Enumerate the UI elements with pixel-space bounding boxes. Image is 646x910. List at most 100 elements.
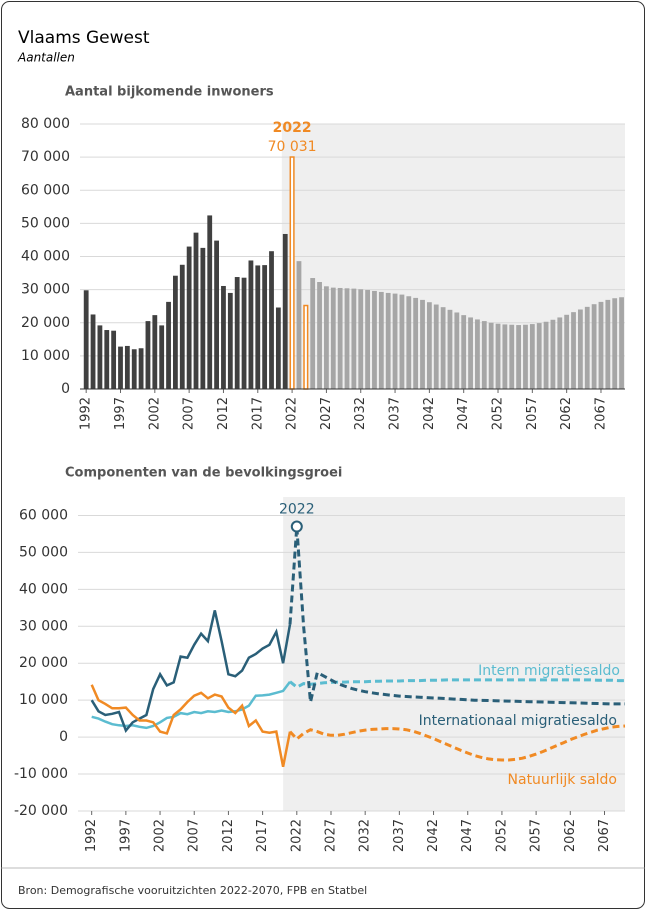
bar xyxy=(536,323,542,389)
bar xyxy=(495,323,501,389)
x-tick-label: 2047 xyxy=(460,819,475,852)
y-tick-label: 60 000 xyxy=(21,182,70,198)
bar xyxy=(344,288,350,389)
y-tick-label: 10 000 xyxy=(19,692,68,708)
x-tick-label: 2052 xyxy=(491,397,506,430)
bar xyxy=(152,315,158,389)
bar xyxy=(337,287,343,389)
bar xyxy=(605,299,611,389)
data-label: 70 031 xyxy=(268,139,317,155)
chart-title: Componenten van de bevolkingsgroei xyxy=(65,466,342,481)
bar xyxy=(200,247,206,389)
bar xyxy=(481,321,487,389)
y-tick-label: -20 000 xyxy=(14,803,68,819)
x-tick-label: 2067 xyxy=(597,819,612,852)
y-tick-label: 20 000 xyxy=(21,315,70,331)
bar xyxy=(612,298,618,389)
bar xyxy=(173,275,178,389)
x-tick-label: 2042 xyxy=(422,397,437,430)
bar xyxy=(406,296,412,389)
bar xyxy=(619,297,624,389)
highlight-marker xyxy=(290,520,303,533)
x-tick-label: 2037 xyxy=(388,397,403,430)
bar xyxy=(509,324,515,389)
bar xyxy=(557,317,563,389)
bar xyxy=(83,290,89,389)
bar xyxy=(598,301,604,389)
y-tick-label: 40 000 xyxy=(19,581,68,597)
bar xyxy=(392,293,398,389)
bar xyxy=(399,294,405,389)
bar xyxy=(358,289,364,389)
x-tick-label: 1997 xyxy=(113,397,128,430)
x-tick-label: 2067 xyxy=(593,397,608,430)
bar xyxy=(372,290,377,389)
bar xyxy=(186,246,192,389)
x-tick-label: 2012 xyxy=(221,819,236,852)
bar xyxy=(97,325,103,389)
x-tick-label: 2002 xyxy=(147,397,162,430)
x-tick-label: 2027 xyxy=(319,397,334,430)
bar xyxy=(275,307,281,389)
bar xyxy=(90,314,96,389)
bar xyxy=(179,264,185,389)
bar xyxy=(516,325,522,389)
projection-shade xyxy=(283,497,625,811)
series-label: Internationaal migratiesaldo xyxy=(419,713,617,729)
series-line xyxy=(90,684,292,767)
bar xyxy=(351,288,357,389)
x-tick-label: 2047 xyxy=(456,397,471,430)
bar xyxy=(193,232,199,389)
series-label: Intern migratiesaldo xyxy=(478,663,620,679)
bar xyxy=(529,324,535,389)
series-line-projection xyxy=(288,724,626,762)
y-tick-label: 50 000 xyxy=(21,215,70,231)
bar xyxy=(420,299,425,389)
bar xyxy=(310,278,316,389)
y-tick-label: 20 000 xyxy=(19,655,68,671)
x-tick-label: 2022 xyxy=(285,397,300,430)
bar xyxy=(111,330,117,389)
series-line-projection xyxy=(289,678,625,689)
annotation: 2022 xyxy=(273,120,312,136)
bar xyxy=(104,330,110,389)
x-tick-label: 2037 xyxy=(392,819,407,852)
y-tick-label: 40 000 xyxy=(21,249,70,265)
bar xyxy=(138,348,144,389)
bar xyxy=(488,322,494,389)
bar xyxy=(221,285,226,389)
x-tick-label: 1992 xyxy=(79,397,94,430)
x-tick-label: 1992 xyxy=(84,819,99,852)
y-tick-label: 30 000 xyxy=(21,282,70,298)
bar xyxy=(282,233,288,389)
x-tick-label: 2027 xyxy=(323,819,338,852)
bar xyxy=(577,309,583,389)
x-tick-label: 2012 xyxy=(216,397,231,430)
bar xyxy=(227,292,233,389)
bar xyxy=(324,286,329,389)
series-label: Natuurlijk saldo xyxy=(508,772,617,788)
bar xyxy=(296,261,302,389)
x-tick-label: 2052 xyxy=(494,819,509,852)
x-tick-label: 2062 xyxy=(559,397,574,430)
bar xyxy=(124,345,130,389)
bar xyxy=(523,324,528,389)
x-tick-label: 2032 xyxy=(353,397,368,430)
bar xyxy=(378,291,384,389)
bar xyxy=(269,251,274,389)
bar xyxy=(262,265,268,389)
bar xyxy=(159,325,165,389)
y-tick-label: 50 000 xyxy=(19,544,68,560)
y-tick-label: -10 000 xyxy=(14,766,68,782)
series-line xyxy=(90,610,292,733)
bar xyxy=(385,292,391,389)
x-tick-label: 2042 xyxy=(426,819,441,852)
bar xyxy=(214,240,219,389)
x-tick-label: 2022 xyxy=(289,819,304,852)
x-tick-label: 2057 xyxy=(525,397,540,430)
y-tick-label: 0 xyxy=(59,729,68,745)
bar xyxy=(433,304,439,389)
x-tick-label: 2017 xyxy=(255,819,270,852)
bar xyxy=(475,319,480,389)
